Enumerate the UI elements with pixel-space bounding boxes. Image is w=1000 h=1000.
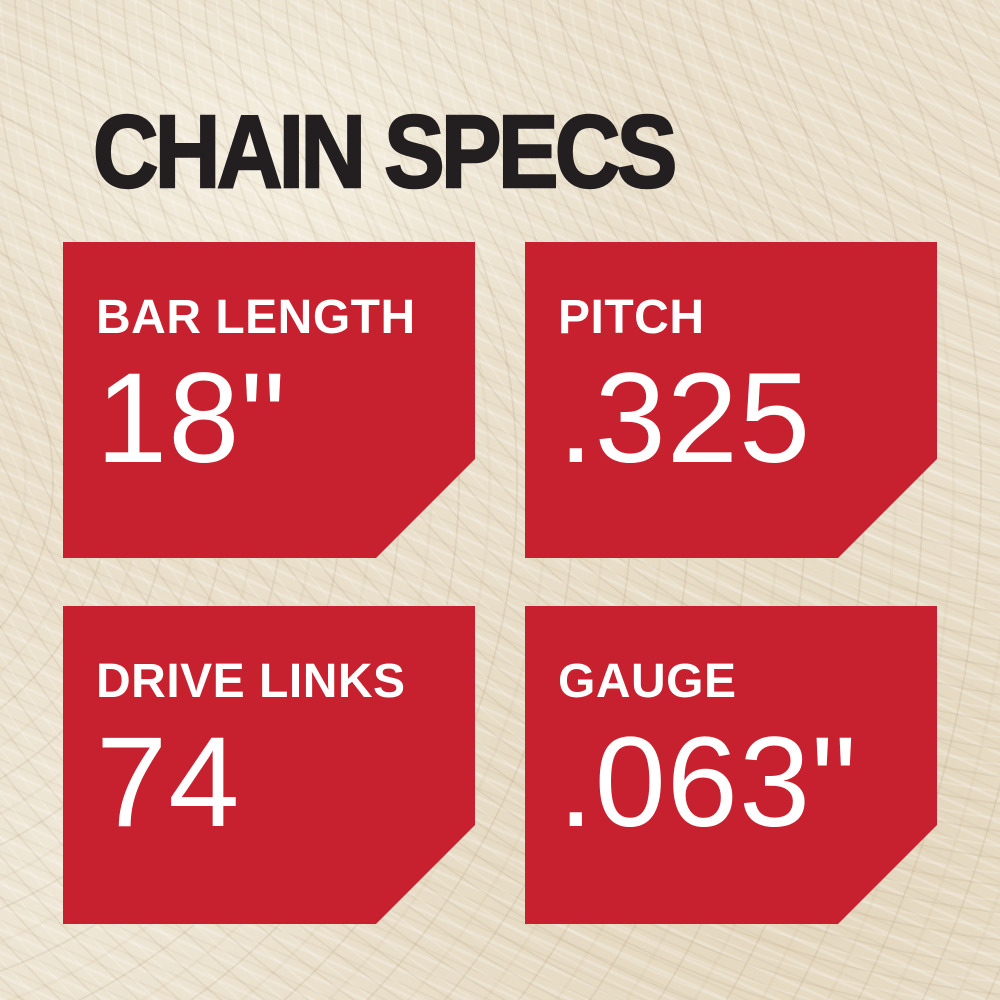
drive-links-value: 74 — [96, 710, 241, 854]
gauge-value: .063" — [558, 710, 858, 854]
bar-length-value: 18" — [96, 346, 287, 490]
spec-cards-grid: BAR LENGTH 18" PITCH .325 DRIVE LINKS 74… — [63, 242, 937, 924]
gauge-label: GAUGE — [558, 655, 737, 708]
drive-links-label: DRIVE LINKS — [96, 655, 406, 708]
spec-card-bar-length: BAR LENGTH 18" — [63, 242, 475, 558]
pitch-value: .325 — [558, 346, 812, 490]
spec-card-pitch: PITCH .325 — [525, 242, 937, 558]
spec-card-gauge: GAUGE .063" — [525, 606, 937, 924]
page-title: CHAIN SPECS — [92, 94, 678, 209]
pitch-label: PITCH — [558, 291, 705, 344]
bar-length-label: BAR LENGTH — [96, 291, 416, 344]
spec-card-drive-links: DRIVE LINKS 74 — [63, 606, 475, 924]
